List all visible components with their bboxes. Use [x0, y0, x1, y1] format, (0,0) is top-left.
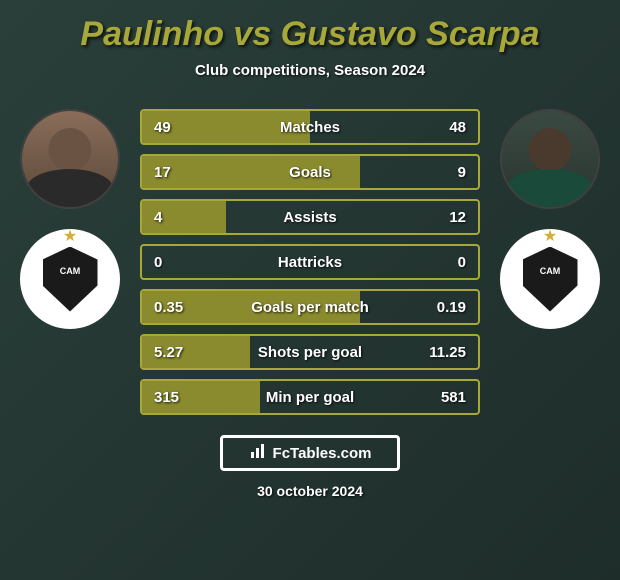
stat-row: 315 Min per goal 581 [140, 379, 480, 415]
stat-value-left: 49 [154, 119, 194, 136]
player2-avatar [500, 109, 600, 209]
player1-avatar [20, 109, 120, 209]
page-subtitle: Club competitions, Season 2024 [195, 62, 425, 79]
stat-label: Assists [283, 209, 336, 226]
stat-value-left: 17 [154, 164, 194, 181]
stat-value-left: 5.27 [154, 344, 194, 361]
player2-column: ★ CAM [495, 109, 605, 329]
comparison-container: Paulinho vs Gustavo Scarpa Club competit… [0, 0, 620, 580]
stat-value-left: 0 [154, 254, 194, 271]
stat-row: 17 Goals 9 [140, 154, 480, 190]
stat-value-right: 48 [426, 119, 466, 136]
shield-icon: CAM [43, 247, 98, 312]
stat-row: 0 Hattricks 0 [140, 244, 480, 280]
player1-club-logo: ★ CAM [20, 229, 120, 329]
avatar-placeholder-icon [22, 111, 118, 207]
page-title: Paulinho vs Gustavo Scarpa [80, 15, 539, 54]
stat-label: Matches [280, 119, 340, 136]
stat-value-right: 581 [426, 389, 466, 406]
chart-icon [249, 442, 267, 464]
club-abbr: CAM [540, 266, 561, 276]
club-abbr: CAM [60, 266, 81, 276]
avatar-placeholder-icon [502, 111, 598, 207]
stat-value-left: 4 [154, 209, 194, 226]
stat-label: Goals [289, 164, 331, 181]
stat-label: Shots per goal [258, 344, 362, 361]
stat-label: Min per goal [266, 389, 354, 406]
star-icon: ★ [63, 226, 77, 246]
stat-value-right: 11.25 [426, 344, 466, 361]
stat-row: 49 Matches 48 [140, 109, 480, 145]
stat-value-right: 0 [426, 254, 466, 271]
branding-badge: FcTables.com [220, 435, 400, 471]
stat-value-left: 315 [154, 389, 194, 406]
stat-row: 5.27 Shots per goal 11.25 [140, 334, 480, 370]
stat-value-right: 0.19 [426, 299, 466, 316]
main-content: ★ CAM 49 Matches 48 17 Goals 9 4 Assists 12 0 Hatt… [0, 109, 620, 415]
stats-column: 49Matches4817Goals94Assists120Hattricks0… [140, 109, 480, 415]
stat-label: Goals per match [251, 299, 369, 316]
stat-row: 4 Assists 12 [140, 199, 480, 235]
stat-label: Hattricks [278, 254, 342, 271]
player2-club-logo: ★ CAM [500, 229, 600, 329]
branding-label: FcTables.com [273, 445, 372, 462]
player1-column: ★ CAM [15, 109, 125, 329]
date-label: 30 october 2024 [257, 483, 363, 499]
stat-value-left: 0.35 [154, 299, 194, 316]
stat-value-right: 12 [426, 209, 466, 226]
stat-value-right: 9 [426, 164, 466, 181]
star-icon: ★ [543, 226, 557, 246]
shield-icon: CAM [523, 247, 578, 312]
stat-row: 0.35 Goals per match 0.19 [140, 289, 480, 325]
